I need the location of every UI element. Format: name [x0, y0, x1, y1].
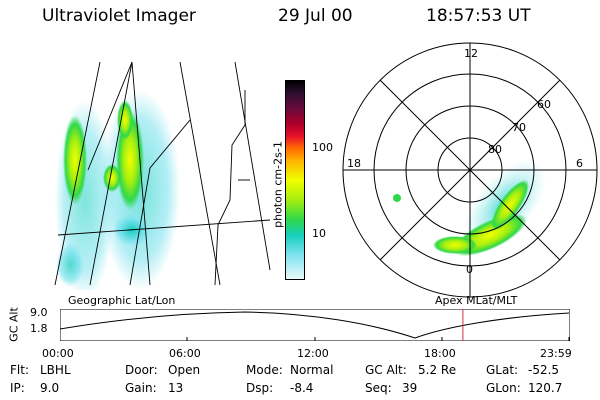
timeline-x-tick-2: 12:00 [297, 347, 329, 360]
time-label: 18:57:53 UT [426, 6, 531, 26]
stat-flt-value: LBHL [40, 363, 71, 377]
timeline-y-label: GC Alt [7, 307, 21, 342]
colorbar-unit-label: photon cm-2s-1 [271, 141, 285, 228]
lat-label-60: 60 [537, 98, 551, 111]
stat-gcalt-value: 5.2 Re [418, 363, 457, 377]
stat-gcalt-key: GC Alt: [365, 363, 407, 377]
stat-gain-key: Gain: [125, 381, 157, 395]
stat-door-value: Open [168, 363, 201, 377]
stat-glon-key: GLon: [486, 381, 521, 395]
stat-ip-key: IP: [10, 381, 25, 395]
geographic-panel-label: Geographic Lat/Lon [68, 294, 176, 307]
timeline-y-tick-low: 1.8 [30, 322, 48, 335]
polar-panel-label: Apex MLat/MLT [435, 294, 518, 307]
timeline-x-tick-0: 00:00 [42, 347, 74, 360]
lat-label-80: 80 [488, 143, 502, 156]
timeline-x-tick-1: 06:00 [169, 347, 201, 360]
stat-mode-key: Mode: [246, 363, 283, 377]
colorbar [285, 80, 305, 280]
stat-ip-value: 9.0 [40, 381, 60, 395]
stat-door-key: Door: [125, 363, 158, 377]
mlt-label-6: 6 [576, 157, 583, 170]
mlt-label-0: 0 [466, 263, 473, 276]
timeline-x-tick-3: 18:00 [424, 347, 456, 360]
colorbar-tick-100: 100 [312, 141, 333, 154]
stat-mode-value: Normal [290, 363, 334, 377]
timeline-x-tick-4: 23:59 [540, 347, 572, 360]
mlt-label-12: 12 [464, 47, 478, 60]
instrument-title: Ultraviolet Imager [42, 6, 196, 26]
stat-seq-value: 39 [402, 381, 418, 395]
timeline-y-tick-high: 9.0 [30, 306, 48, 319]
colorbar-tick-10: 10 [312, 227, 326, 240]
stat-glat-key: GLat: [486, 363, 519, 377]
stat-dsp-value: -8.4 [290, 381, 314, 395]
stat-flt-key: Flt: [10, 363, 29, 377]
stat-seq-key: Seq: [365, 381, 392, 395]
mlt-label-18: 18 [347, 157, 361, 170]
date-label: 29 Jul 00 [278, 6, 353, 26]
gc-altitude-curve [60, 311, 570, 339]
gc-altitude-timeline [60, 309, 570, 341]
stat-glon-value: 120.7 [528, 381, 563, 395]
lat-label-70: 70 [512, 121, 526, 134]
stat-gain-value: 13 [168, 381, 184, 395]
geographic-auroral-image [54, 61, 271, 290]
stat-dsp-key: Dsp: [246, 381, 274, 395]
stat-glat-value: -52.5 [528, 363, 560, 377]
polar-mlt-plot [342, 42, 598, 298]
